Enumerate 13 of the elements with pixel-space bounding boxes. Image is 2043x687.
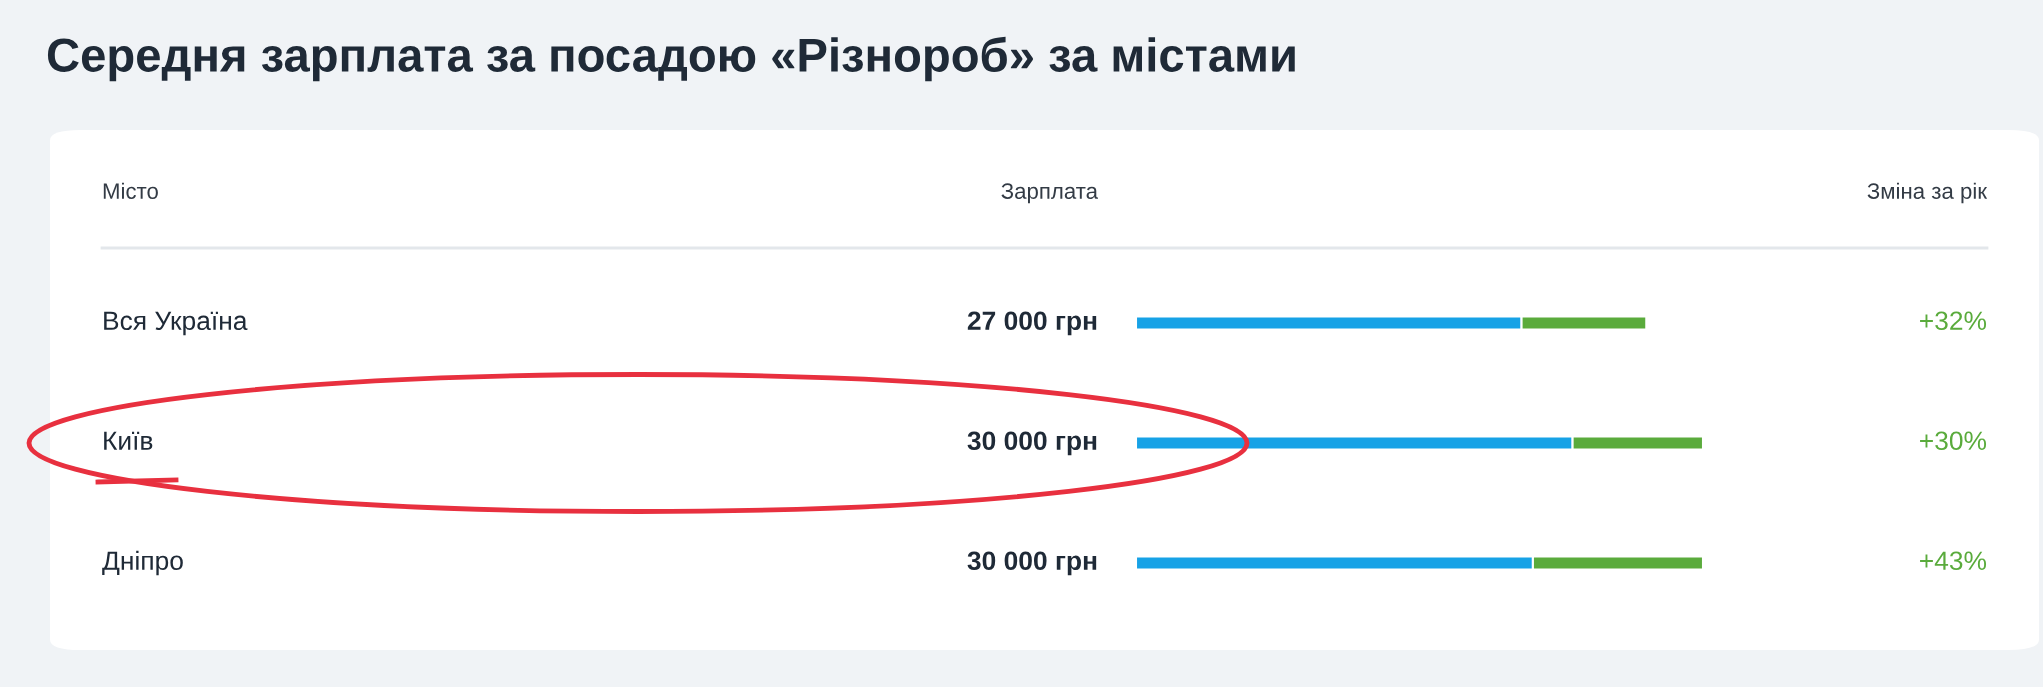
text: +30%	[1920, 431, 1987, 451]
text: +43%	[1920, 551, 1987, 571]
text: Середня зарплата за посадою «Різнороб» за містами	[47, 36, 1295, 82]
text: Місто	[103, 182, 158, 199]
text: +32%	[1920, 311, 1987, 331]
y-tick-label: Дніпро	[102, 550, 183, 576]
text: Зміна за рік	[1867, 182, 1988, 204]
text: 30 000 грн	[967, 431, 1097, 456]
y-tick-label: Київ	[104, 431, 153, 450]
text: 30 000 грн	[967, 551, 1097, 576]
text: 27 000 грн	[967, 311, 1097, 336]
y-tick-label: Вся Україна	[104, 311, 248, 336]
text: Зарплата	[1001, 183, 1098, 204]
